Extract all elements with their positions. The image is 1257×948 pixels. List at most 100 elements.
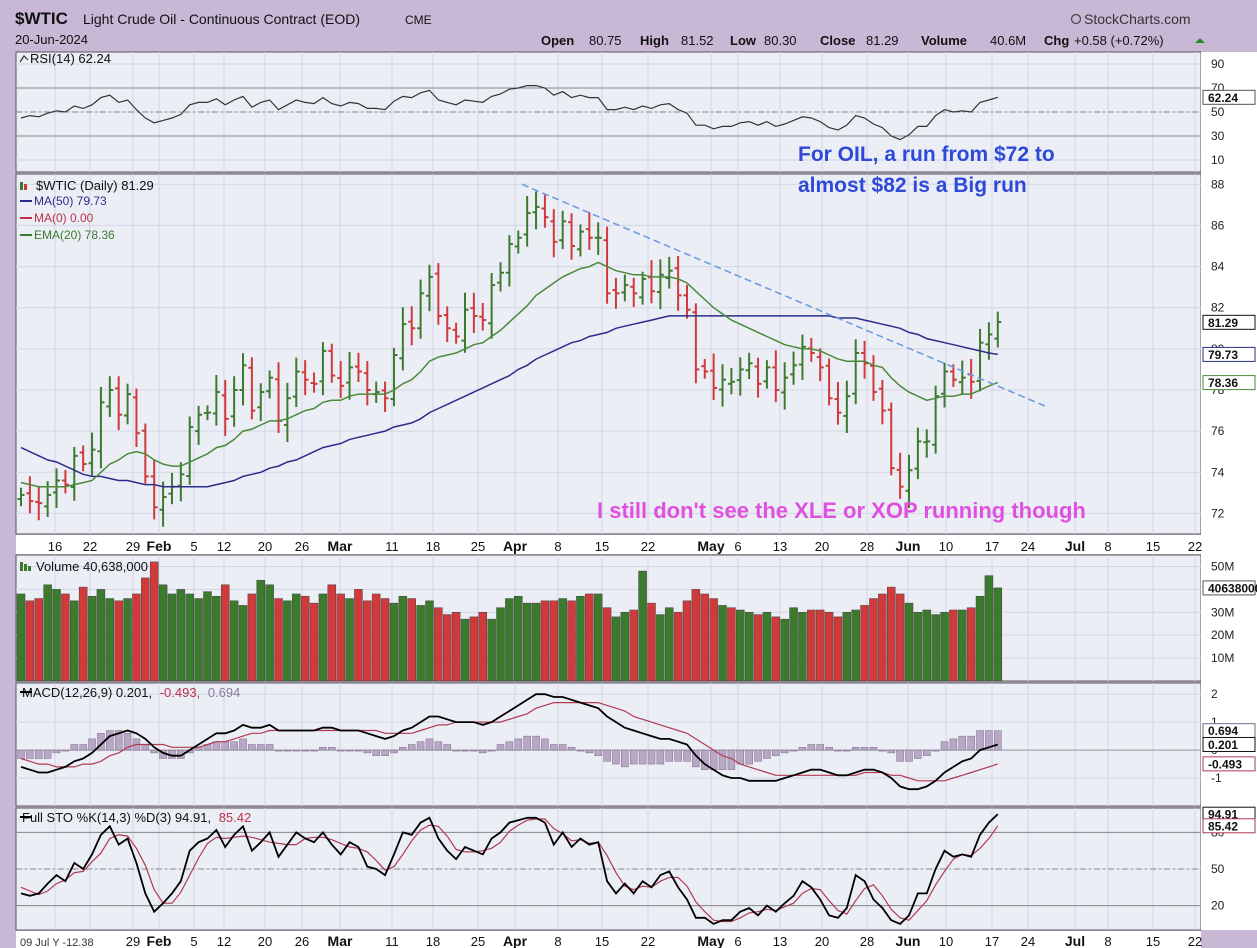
- rsi-line: [20, 84, 998, 141]
- volume-bar: [327, 584, 337, 682]
- volume-bar: [34, 598, 44, 682]
- macd-value-tag: [1202, 736, 1256, 752]
- volume-bar: [149, 561, 159, 682]
- ema20-legend: EMA(20) 78.36: [20, 228, 115, 242]
- ohlc-bar: [798, 334, 806, 380]
- macd-hist-bar: [239, 738, 247, 751]
- macd-hist-bar: [585, 749, 594, 754]
- ohlc-bar: [612, 277, 620, 309]
- bottom-xaxis-label: 11: [385, 934, 399, 948]
- volume-value: 40.6M: [990, 33, 1026, 48]
- volume-bar: [886, 586, 896, 682]
- volume-bar: [993, 587, 1003, 682]
- volume-bar: [141, 577, 150, 682]
- macd-hist-bar: [257, 744, 265, 751]
- ohlc-bar: [390, 347, 398, 407]
- volume-label: Volume: [921, 33, 967, 48]
- close-value-tag: [1202, 314, 1256, 330]
- ohlc-bar: [994, 311, 1002, 348]
- macd-hist-bar: [399, 747, 407, 751]
- volume-value-tag: [1202, 580, 1256, 596]
- volume-bar: [451, 612, 461, 682]
- price-xaxis-label: Jun: [896, 538, 921, 554]
- ohlc-bar: [781, 362, 789, 410]
- macd-hist-bar: [727, 749, 736, 770]
- ohlc-bar: [230, 376, 238, 427]
- ohlc-bar: [621, 274, 629, 302]
- symbol-title: $WTIC: [15, 9, 68, 28]
- macd-hist-bar: [789, 749, 798, 752]
- ma0-legend-text: MA(0) 0.00: [34, 211, 94, 225]
- macd-tick-label: -1: [1211, 771, 1222, 785]
- sto-d-tag: [1202, 818, 1256, 834]
- volume-bar: [371, 593, 381, 682]
- bottom-xaxis-label: 17: [985, 934, 999, 948]
- price-xaxis-label: Mar: [328, 538, 353, 554]
- macd-hist-bar: [443, 744, 451, 751]
- volume-bar: [958, 609, 967, 682]
- ohlc-bar: [630, 277, 638, 308]
- ohlc-bar: [790, 351, 798, 385]
- right-axis-strip: [1201, 52, 1257, 930]
- volume-bar: [52, 589, 61, 682]
- macd-hist-bar: [558, 744, 567, 751]
- ohlc-bar: [878, 379, 886, 425]
- high-label: High: [640, 33, 669, 48]
- bottom-xaxis-label: 12: [217, 934, 231, 948]
- ma50-value-tag-text: 79.73: [1208, 348, 1238, 362]
- volume-bar: [514, 595, 523, 682]
- price-xaxis-label: 22: [1188, 539, 1202, 554]
- ohlc-bar: [53, 468, 61, 508]
- macd-hist-bar: [496, 744, 505, 751]
- macd-hist-bar: [683, 749, 691, 762]
- macd-tick-label: 1: [1211, 715, 1218, 729]
- macd-hist-bar: [274, 749, 283, 752]
- sto-legend-main: Full STO %K(14,3) %D(3) 94.91,: [22, 810, 211, 825]
- annotation-oil-line2: almost $82 is a Big run: [798, 174, 1027, 197]
- macd-hist-bar: [479, 749, 487, 754]
- macd-hist-bar: [656, 749, 665, 765]
- volume-bar: [238, 605, 248, 682]
- sto-tick-label: 50: [1211, 862, 1225, 876]
- bottom-xaxis-label: 22: [1188, 934, 1202, 948]
- macd-hist-bar: [70, 744, 79, 751]
- macd-hist-bar: [505, 741, 514, 751]
- macd-hist-bar: [363, 749, 372, 754]
- rsi-value-tag-text: 62.24: [1208, 91, 1238, 105]
- ohlc-bar: [88, 432, 96, 476]
- price-xaxis-label: 26: [295, 539, 309, 554]
- macd-hist-bar: [594, 749, 602, 756]
- ohlc-bar: [816, 348, 824, 382]
- ohlc-bar: [603, 226, 611, 304]
- price-panel-icon: [24, 184, 27, 190]
- macd-legend: MACD(12,26,9) 0.201, -0.493, 0.694: [22, 685, 240, 700]
- price-xaxis-label: 18: [426, 539, 440, 554]
- volume-bar: [709, 598, 718, 682]
- macd-legend-signal: -0.493,: [160, 685, 200, 700]
- macd-hist-bar: [754, 749, 762, 762]
- ohlc-bar: [434, 263, 442, 325]
- volume-tick-label: 10M: [1211, 651, 1234, 665]
- axes: 907050301088868482807876747250M40M30M20M…: [19, 55, 1257, 948]
- price-panel-icon: [20, 182, 23, 190]
- macd-hist-bar: [638, 749, 647, 765]
- price-xaxis-label: 13: [773, 539, 787, 554]
- macd-hist-bar: [523, 735, 531, 751]
- macd-hist-bar: [336, 749, 345, 752]
- data-layers: [16, 84, 1047, 925]
- rsi-value-tag: [1202, 89, 1256, 105]
- ohlc-bar: [674, 256, 682, 311]
- volume-bar: [869, 598, 878, 682]
- volume-bar: [904, 602, 914, 682]
- chg-label: Chg: [1044, 33, 1069, 48]
- macd-hist-bar: [328, 747, 336, 751]
- ohlc-bar: [61, 470, 69, 494]
- ohlc-bar: [159, 481, 167, 527]
- price-xaxis-label: 15: [1146, 539, 1160, 554]
- macd-hist-bar: [381, 749, 389, 756]
- macd-hist-bar: [798, 747, 807, 751]
- ma0-legend: MA(0) 0.00: [20, 211, 94, 225]
- volume-bar: [265, 584, 274, 682]
- macd-hist-bar: [452, 749, 460, 752]
- price-legend-title: $WTIC (Daily) 81.29: [36, 178, 154, 193]
